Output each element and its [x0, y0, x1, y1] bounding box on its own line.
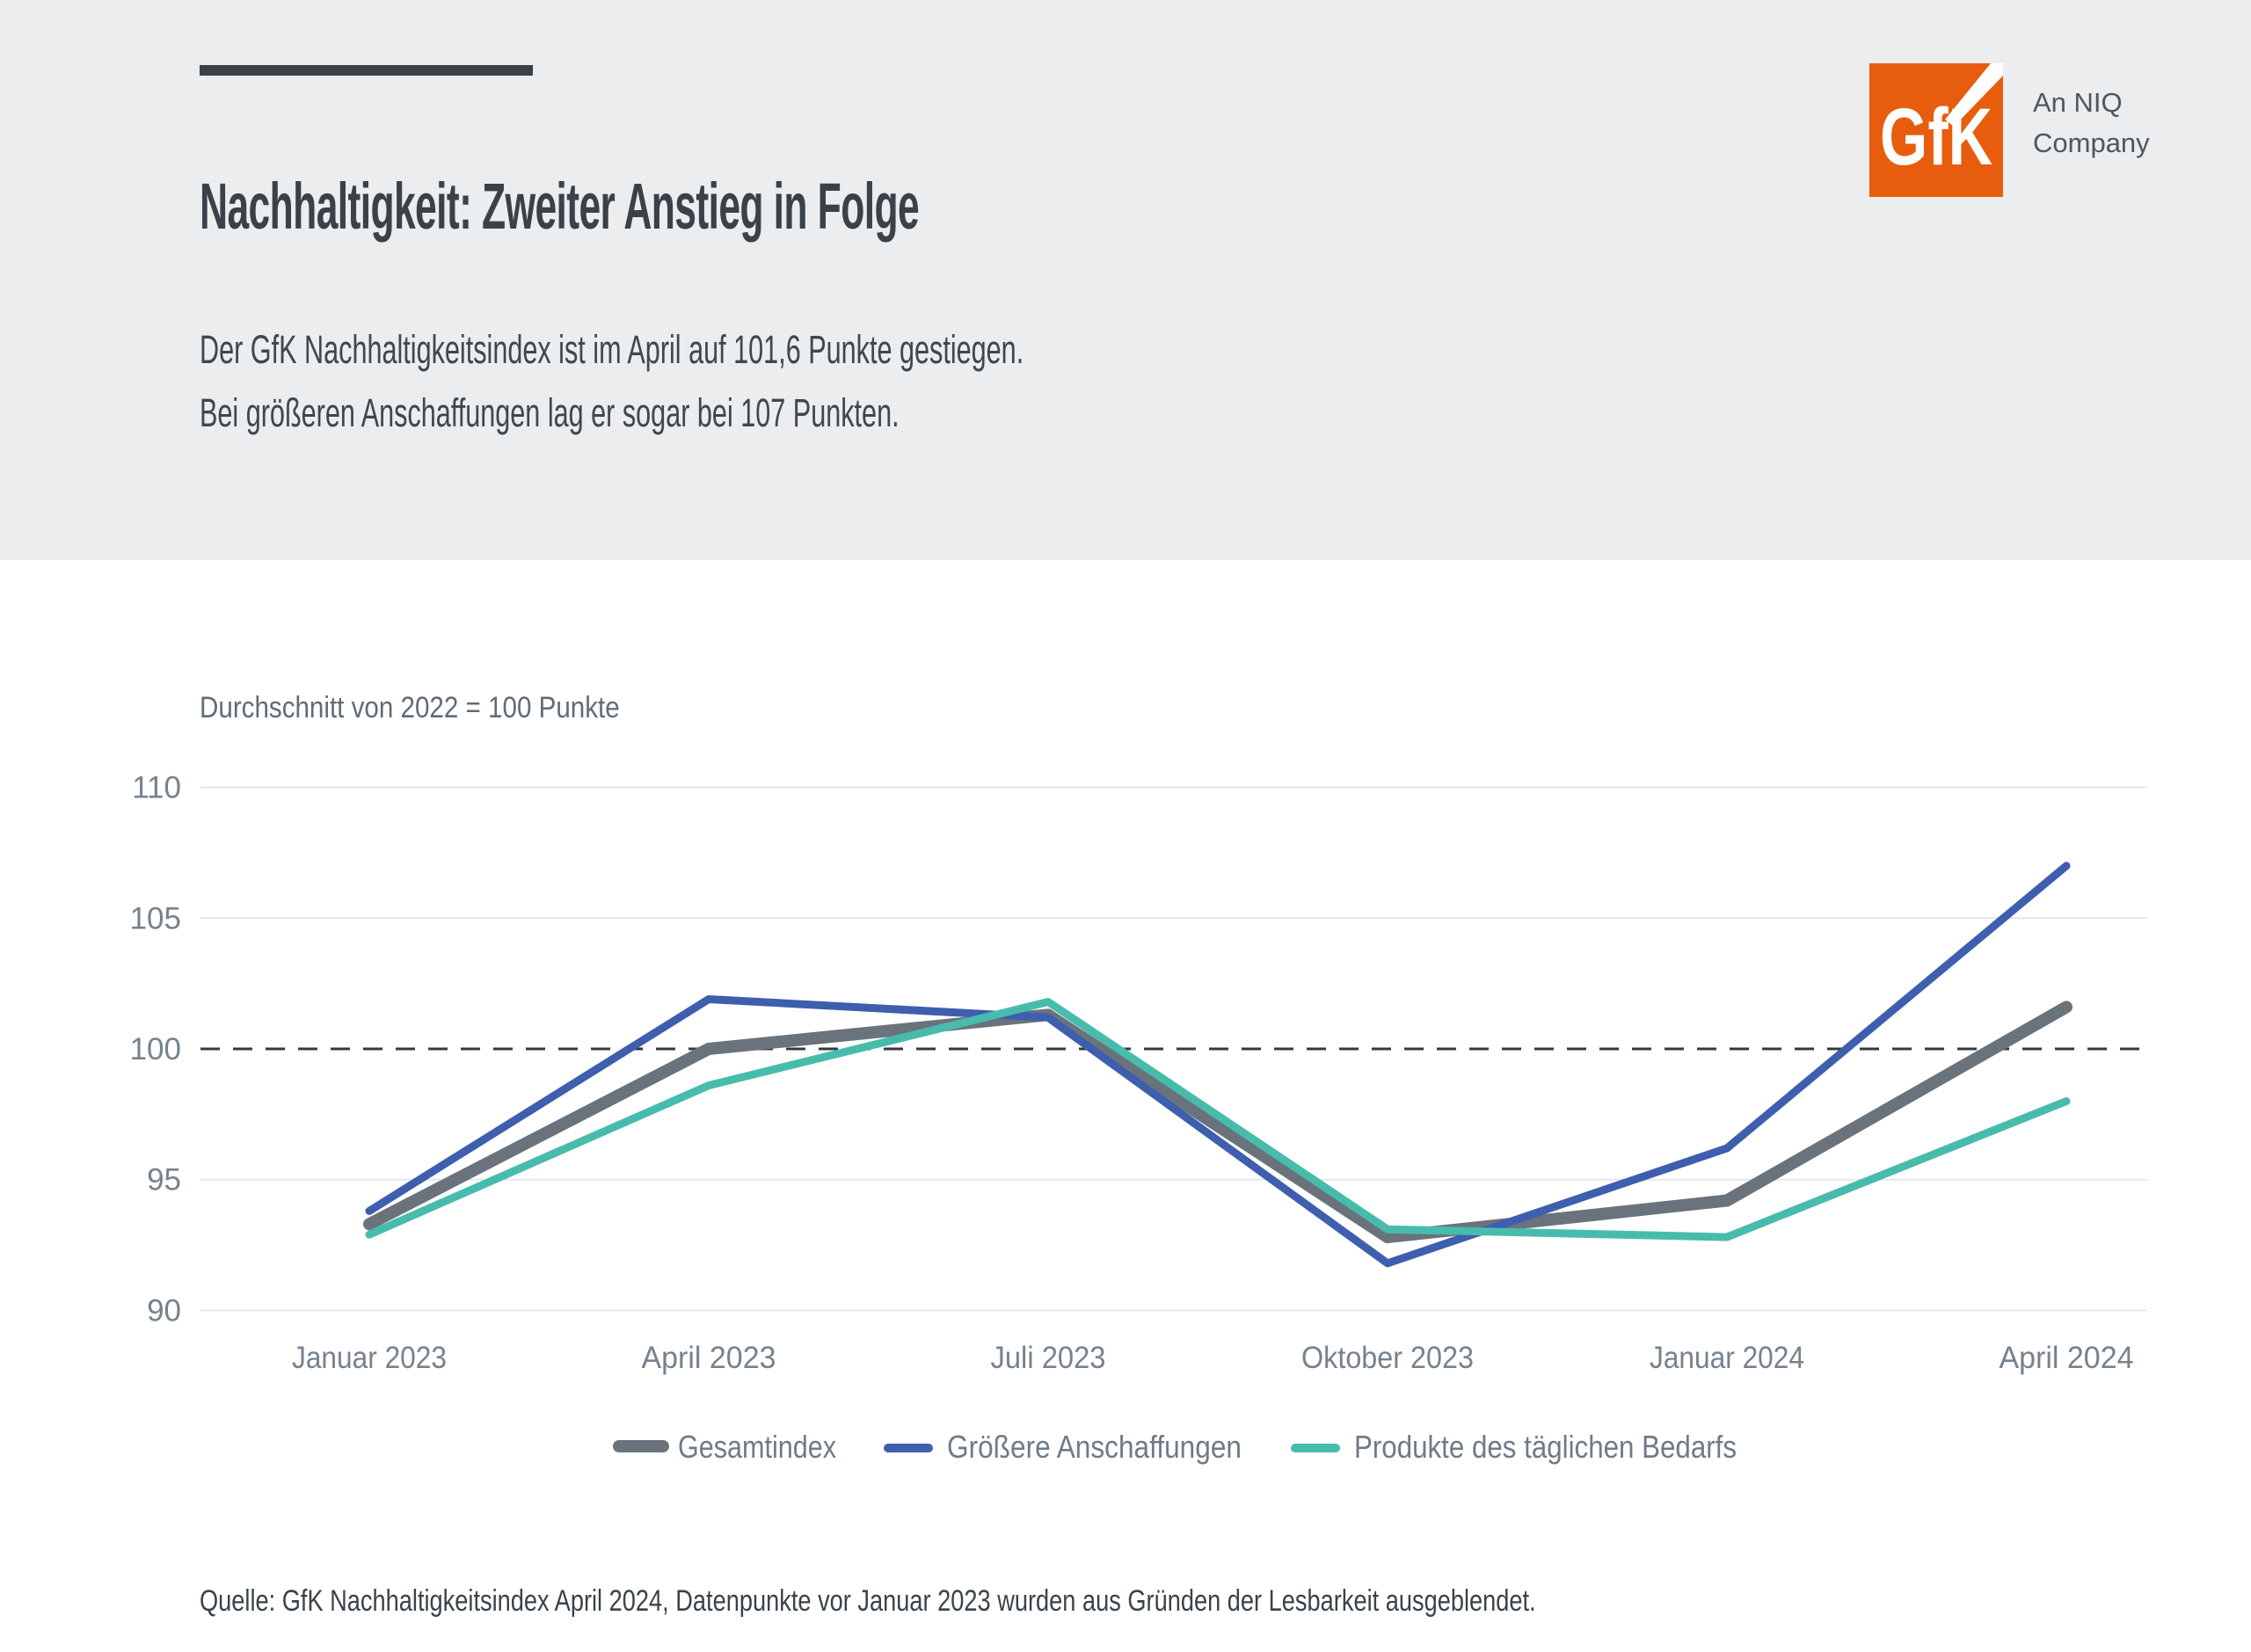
gfk-logo-text: GfK — [1880, 92, 1992, 182]
legend-swatch — [884, 1444, 933, 1452]
chart-unit-annotation: Durchschnitt von 2022 = 100 Punkte — [200, 691, 620, 724]
y-tick-label-90: 90 — [147, 1293, 181, 1328]
accent-bar — [200, 65, 533, 76]
y-tick-label-110: 110 — [132, 771, 181, 805]
page-subtitle: Der GfK Nachhaltigkeitsindex ist im Apri… — [200, 318, 1024, 445]
legend-label: Größere Anschaffungen — [947, 1429, 1242, 1465]
x-tick-label: Januar 2024 — [1650, 1341, 1804, 1375]
niq-tagline: An NIQ Company — [2033, 83, 2150, 164]
y-tick-label-95: 95 — [147, 1163, 181, 1197]
series-line-gesamtindex — [363, 1001, 2073, 1244]
series-line-gr-ere-anschaffungen — [365, 862, 2071, 1268]
legend-swatch — [613, 1440, 669, 1452]
gfk-logo: GfK — [1869, 63, 2003, 197]
y-tick-label-100: 100 — [130, 1032, 181, 1066]
legend-label: Produkte des täglichen Bedarfs — [1354, 1429, 1737, 1465]
x-tick-label: April 2024 — [2000, 1341, 2134, 1375]
niq-tagline-line-2: Company — [2033, 127, 2150, 158]
page-title: Nachhaltigkeit: Zweiter Anstieg in Folge — [200, 170, 920, 243]
series-line-produkte-des-t-glichen-bedarfs — [365, 998, 2071, 1241]
x-tick-label: Januar 2023 — [292, 1341, 447, 1375]
x-tick-label: April 2023 — [642, 1341, 776, 1375]
x-tick-label: Oktober 2023 — [1301, 1341, 1474, 1375]
legend-swatch — [1291, 1444, 1340, 1452]
gfk-logo-slash-icon — [1945, 63, 2003, 127]
niq-tagline-line-1: An NIQ — [2033, 87, 2123, 118]
y-tick-label-105: 105 — [130, 901, 181, 935]
source-note: Quelle: GfK Nachhaltigkeitsindex April 2… — [200, 1584, 1536, 1618]
x-tick-label: Juli 2023 — [991, 1341, 1106, 1375]
legend-label: Gesamtindex — [678, 1429, 836, 1465]
subtitle-line-1: Der GfK Nachhaltigkeitsindex ist im Apri… — [200, 327, 1024, 372]
subtitle-line-2: Bei größeren Anschaffungen lag er sogar … — [200, 390, 900, 435]
